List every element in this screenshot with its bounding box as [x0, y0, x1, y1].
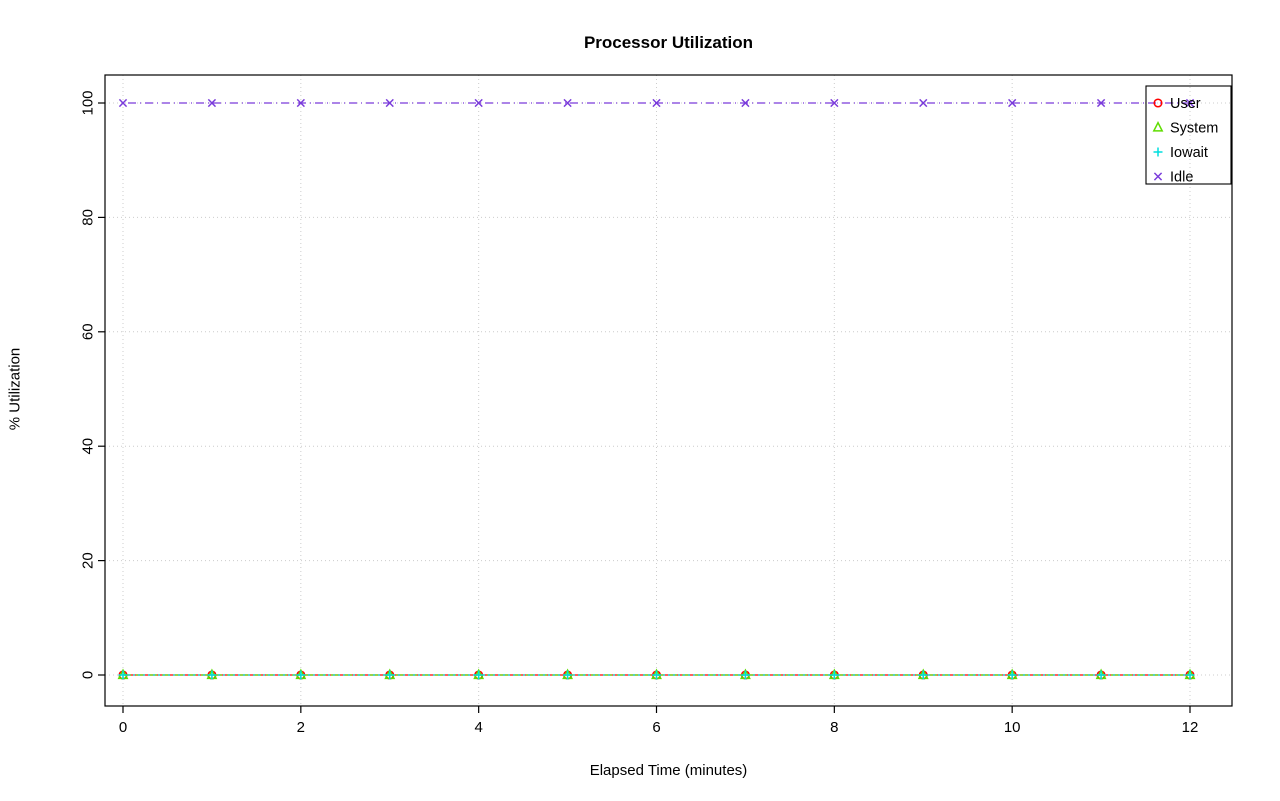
y-tick-label: 40: [80, 438, 97, 455]
series-marker-idle: [118, 98, 128, 108]
legend-box: [1145, 85, 1232, 185]
legend-label-user: User: [1170, 96, 1201, 112]
series-marker-idle: [296, 98, 305, 108]
series-marker-idle: [385, 98, 394, 108]
x-tick-label: 8: [830, 719, 838, 736]
x-tick-label: 4: [474, 719, 482, 736]
legend-marker-user: [1153, 98, 1163, 108]
chart-title: Processor Utilization: [583, 33, 754, 52]
series-marker-idle: [1185, 98, 1195, 108]
legend-label-iowait: Iowait: [1170, 145, 1208, 161]
y-tick-label: 20: [80, 552, 97, 569]
series-marker-idle: [830, 98, 839, 108]
y-tick-label: 60: [80, 323, 97, 340]
y-tick-label: 80: [80, 209, 97, 226]
x-tick-label: 10: [1004, 719, 1021, 736]
plot-border: [104, 74, 1233, 707]
series-markers-idle: [118, 98, 1195, 108]
series-marker-idle: [563, 98, 572, 108]
legend-marker-idle: [1153, 172, 1163, 181]
x-tick-label: 6: [652, 719, 660, 736]
series-marker-idle: [919, 98, 928, 108]
legend-marker-system: [1152, 121, 1164, 132]
series-marker-idle: [652, 98, 661, 108]
series-marker-idle: [207, 98, 217, 108]
x-tick-label: 0: [119, 719, 127, 736]
x-tick-label: 12: [1182, 719, 1199, 736]
series-marker-idle: [1096, 98, 1106, 108]
series-marker-idle: [474, 98, 483, 108]
y-tick-label: 0: [80, 671, 97, 679]
y-tick-label: 100: [80, 90, 97, 115]
x-axis-label: Elapsed Time (minutes): [589, 762, 748, 779]
legend-label-idle: Idle: [1170, 170, 1193, 186]
x-tick-label: 2: [297, 719, 305, 736]
series-marker-idle: [741, 98, 750, 108]
series-markers-iowait: [118, 670, 1195, 680]
legend-label-system: System: [1170, 121, 1218, 137]
series-marker-idle: [1008, 98, 1017, 108]
